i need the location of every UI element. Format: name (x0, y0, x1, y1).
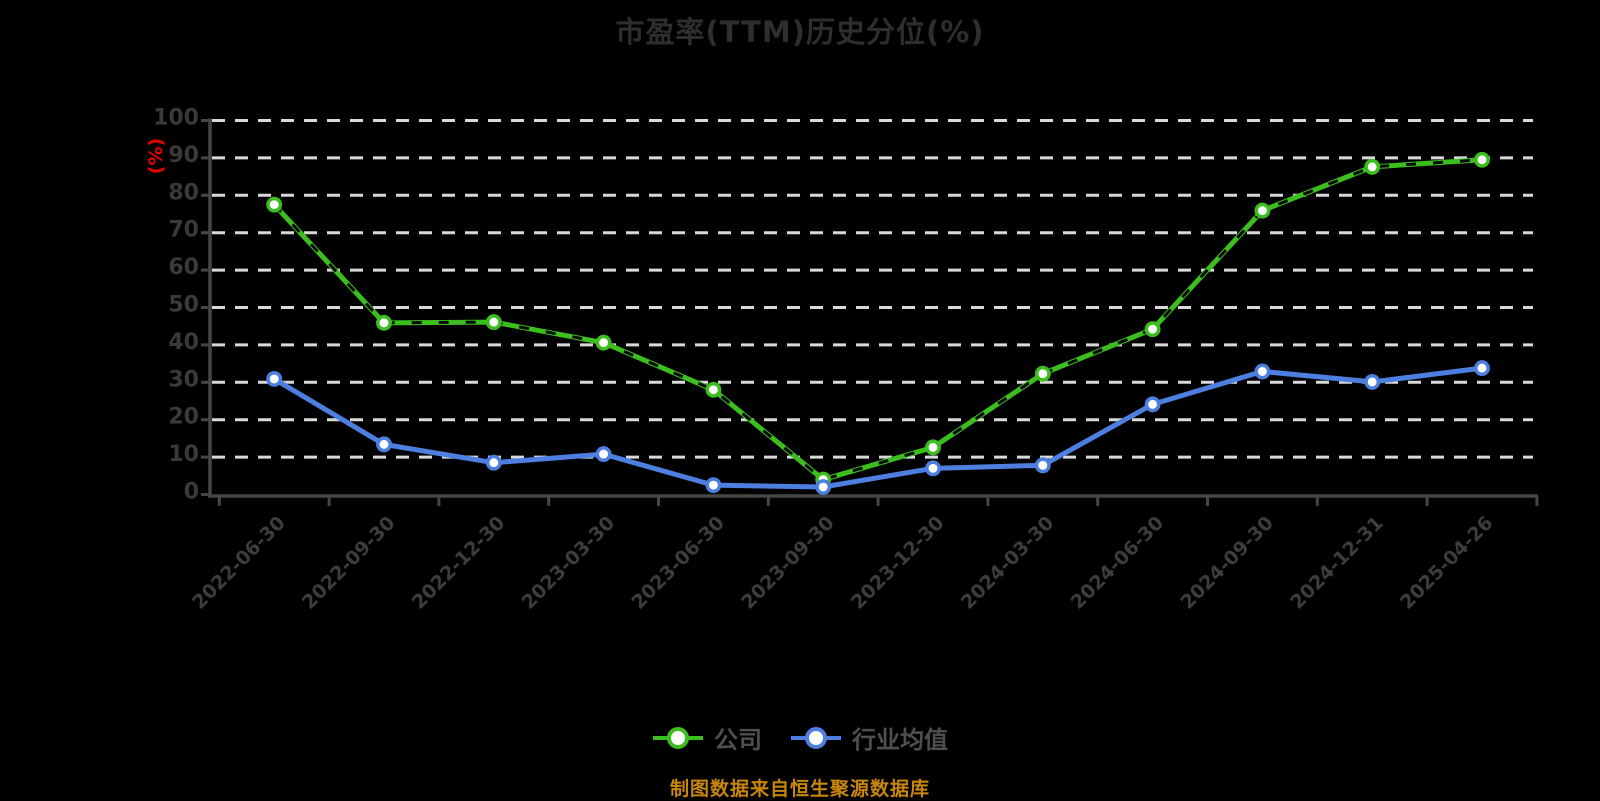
industry-average-point (376, 436, 392, 453)
y-axis-tick-label: 30 (168, 367, 199, 392)
industry-average-point (595, 446, 612, 463)
industry-average-point (485, 454, 502, 471)
y-axis-tick-label: 10 (168, 442, 199, 467)
x-axis-tick-label: 2025-04-26 (1396, 512, 1498, 614)
industry-average-point (1364, 373, 1381, 390)
company-point (1254, 202, 1271, 219)
company-point (266, 196, 283, 213)
legend-item-company: 公司 (652, 720, 762, 755)
industry-average-line-marker-icon (791, 726, 841, 749)
x-axis-tick-label: 2024-12-31 (1286, 512, 1388, 614)
company-line-marker-icon (653, 726, 703, 749)
y-axis-tick-label: 20 (168, 405, 199, 430)
x-axis-tick-label: 2022-06-30 (188, 512, 290, 614)
legend-label-industry-average: 行业均值 (852, 726, 948, 754)
y-axis-tick-label: 80 (168, 180, 199, 205)
company-point (376, 314, 392, 331)
y-axis-tick-label: 100 (153, 106, 199, 131)
x-axis-tick-label: 2024-03-30 (957, 512, 1059, 614)
industry-average-point (815, 479, 832, 495)
x-axis-tick-label: 2023-12-30 (847, 512, 949, 614)
industry-average-point (1474, 360, 1490, 377)
industry-average-line (271, 365, 1485, 490)
legend-item-industry-average: 行业均值 (790, 720, 948, 755)
industry-average-point (1254, 363, 1271, 380)
y-axis-tick-label: 60 (168, 255, 199, 280)
y-axis-tick-label: 70 (168, 218, 199, 243)
data-source-note: 制图数据来自恒生聚源数据库 (669, 778, 930, 800)
industry-average-point (705, 477, 722, 494)
x-axis-tick-label: 2023-09-30 (737, 512, 839, 614)
industry-average-point (266, 370, 283, 387)
company-line (271, 157, 1485, 483)
company-point (1364, 158, 1381, 175)
x-axis-tick-label: 2024-09-30 (1176, 512, 1278, 614)
x-axis-tick-label: 2022-12-30 (408, 512, 510, 614)
company-point (705, 381, 722, 398)
legend-label-company: 公司 (714, 726, 762, 754)
y-axis-tick-label: 50 (168, 293, 199, 318)
x-axis-tick-label: 2022-09-30 (298, 512, 400, 614)
legend: 公司 行业均值 (0, 720, 1600, 755)
company-point (1144, 321, 1161, 338)
x-axis-tick-label: 2024-06-30 (1067, 512, 1169, 614)
industry-average-point (1034, 457, 1051, 474)
y-axis-tick-label: 90 (168, 143, 199, 168)
company-point (925, 439, 941, 456)
company-point (595, 334, 612, 351)
company-point (485, 314, 502, 331)
company-point (1034, 365, 1051, 382)
industry-average-point (925, 460, 941, 477)
chart-title: 市盈率(TTM)历史分位(%) (615, 15, 985, 49)
company-dash-overlay (273, 158, 1483, 482)
y-axis-tick-label: 40 (168, 330, 199, 355)
y-axis-tick-label: 0 (184, 480, 199, 505)
x-axis-tick-label: 2023-06-30 (627, 512, 729, 614)
industry-average-point (1144, 396, 1161, 413)
x-axis-tick-label: 2023-03-30 (518, 512, 620, 614)
company-point (1474, 151, 1490, 168)
